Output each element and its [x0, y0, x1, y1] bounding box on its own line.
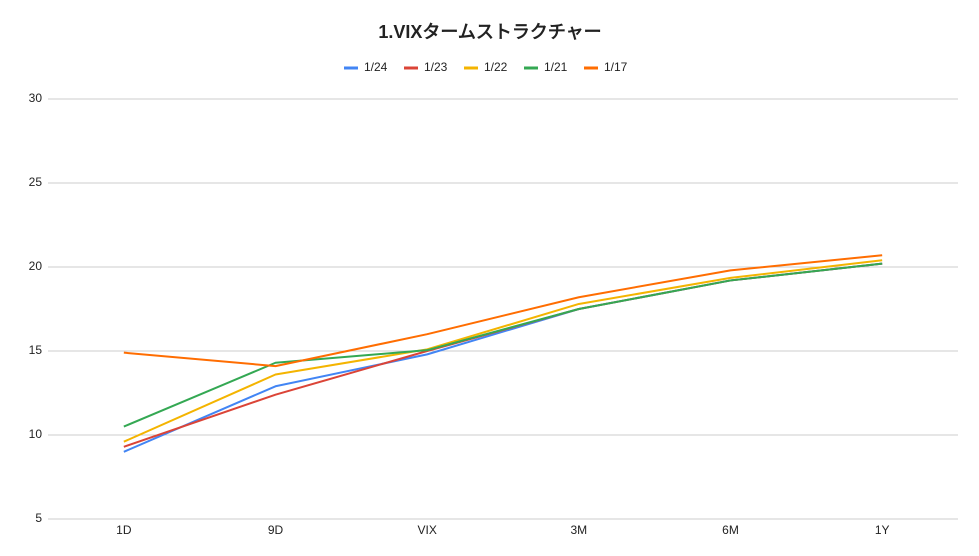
series-line [123, 262, 883, 453]
y-tick-label: 25 [29, 175, 43, 189]
y-tick-label: 30 [29, 91, 43, 105]
series-line [123, 262, 883, 428]
series-line [123, 259, 883, 443]
legend-label: 1/23 [424, 60, 448, 74]
x-tick-label: 1D [116, 523, 132, 537]
legend-label: 1/21 [544, 60, 568, 74]
y-tick-label: 15 [29, 343, 43, 357]
legend-label: 1/17 [604, 60, 628, 74]
y-tick-label: 10 [29, 427, 43, 441]
series-line [123, 262, 883, 448]
legend-label: 1/24 [364, 60, 388, 74]
x-tick-label: 9D [268, 523, 284, 537]
legend-label: 1/22 [484, 60, 508, 74]
x-tick-label: 6M [722, 523, 739, 537]
x-tick-label: 3M [570, 523, 587, 537]
x-tick-label: 1Y [875, 523, 890, 537]
y-tick-label: 20 [29, 259, 43, 273]
y-tick-label: 5 [35, 511, 42, 525]
chart-title: 1.VIXタームストラクチャー [378, 22, 601, 42]
series-line [123, 254, 883, 368]
x-tick-label: VIX [417, 523, 436, 537]
